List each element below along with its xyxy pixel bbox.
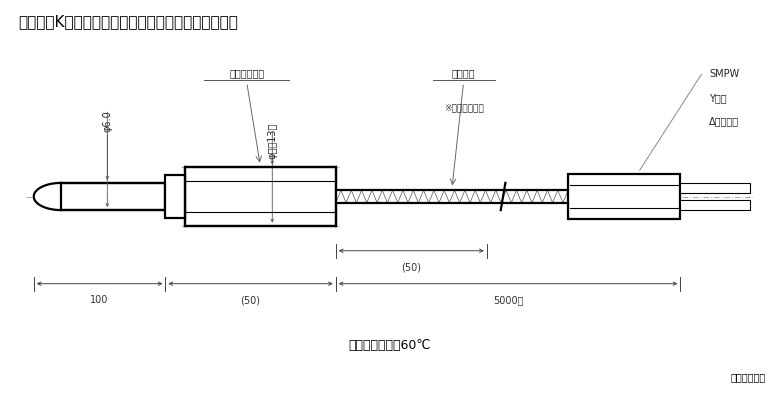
Text: SMPW: SMPW	[709, 70, 739, 79]
Text: Δキダ゛シ: Δキダ゛シ	[709, 116, 739, 126]
Text: (50): (50)	[401, 263, 421, 272]
Text: Y端子: Y端子	[709, 93, 727, 103]
Bar	[61, 183, 165, 210]
Text: 基本単位：㎜: 基本単位：㎜	[730, 373, 766, 382]
Bar	[568, 174, 680, 219]
Bar	[165, 175, 185, 218]
Text: リード線: リード線	[452, 68, 475, 78]
Text: 外形図　K熱型　水中投入型水温センサー（淡水用）: 外形図 K熱型 水中投入型水温センサー（淡水用）	[18, 15, 238, 29]
Text: φ（～13）: φ（～13）	[268, 122, 277, 158]
Bar	[680, 183, 750, 193]
Text: 5000～: 5000～	[493, 295, 523, 305]
Bar	[185, 167, 335, 226]
Text: φ6.0: φ6.0	[102, 110, 112, 132]
Text: 常用限界温度　60℃: 常用限界温度 60℃	[349, 339, 431, 352]
Bar	[335, 190, 568, 203]
Text: ※ビニール被覆: ※ビニール被覆	[444, 103, 484, 112]
Text: (50): (50)	[240, 295, 261, 305]
Bar	[680, 200, 750, 210]
Text: 防水スリーブ: 防水スリーブ	[229, 68, 264, 78]
Text: 100: 100	[90, 295, 108, 305]
Polygon shape	[34, 183, 61, 210]
